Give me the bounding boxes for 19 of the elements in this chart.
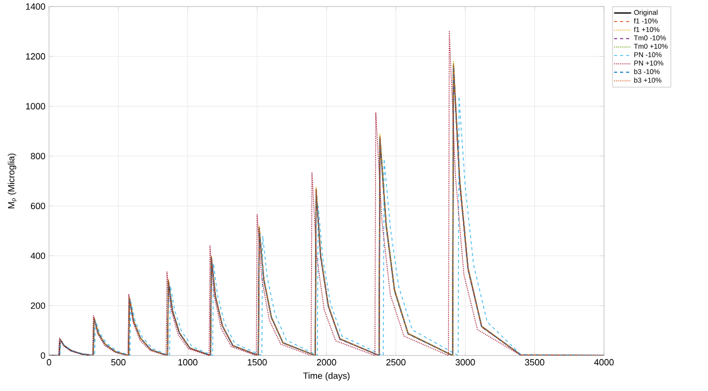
y-tick-label: 200 (30, 302, 46, 310)
y-tick-label: 1200 (26, 53, 46, 60)
y-tick-label: 800 (30, 153, 46, 160)
x-tick-label: 2000 (316, 359, 336, 366)
x-tick-label: 1500 (248, 359, 267, 366)
x-tick-label: 1000 (178, 359, 198, 366)
y-tick-label: 1000 (26, 103, 46, 110)
y-tick-label: 400 (30, 252, 46, 260)
x-tick-label: 500 (111, 359, 126, 366)
y-tick-label: 600 (30, 202, 46, 210)
y-tick-label: 0 (40, 352, 46, 359)
x-tick-label: 4000 (594, 359, 614, 366)
x-tick-label: 3000 (456, 359, 475, 366)
x-tick-label: 3500 (524, 359, 544, 366)
y-axis-title: M$_{ρ}$ (Microglia) (8, 154, 17, 208)
x-axis-title: Time (days) (303, 372, 350, 381)
x-tick-label: 0 (46, 359, 52, 366)
y-tick-label: 1400 (26, 4, 46, 10)
x-tick-label: 2500 (386, 359, 406, 366)
